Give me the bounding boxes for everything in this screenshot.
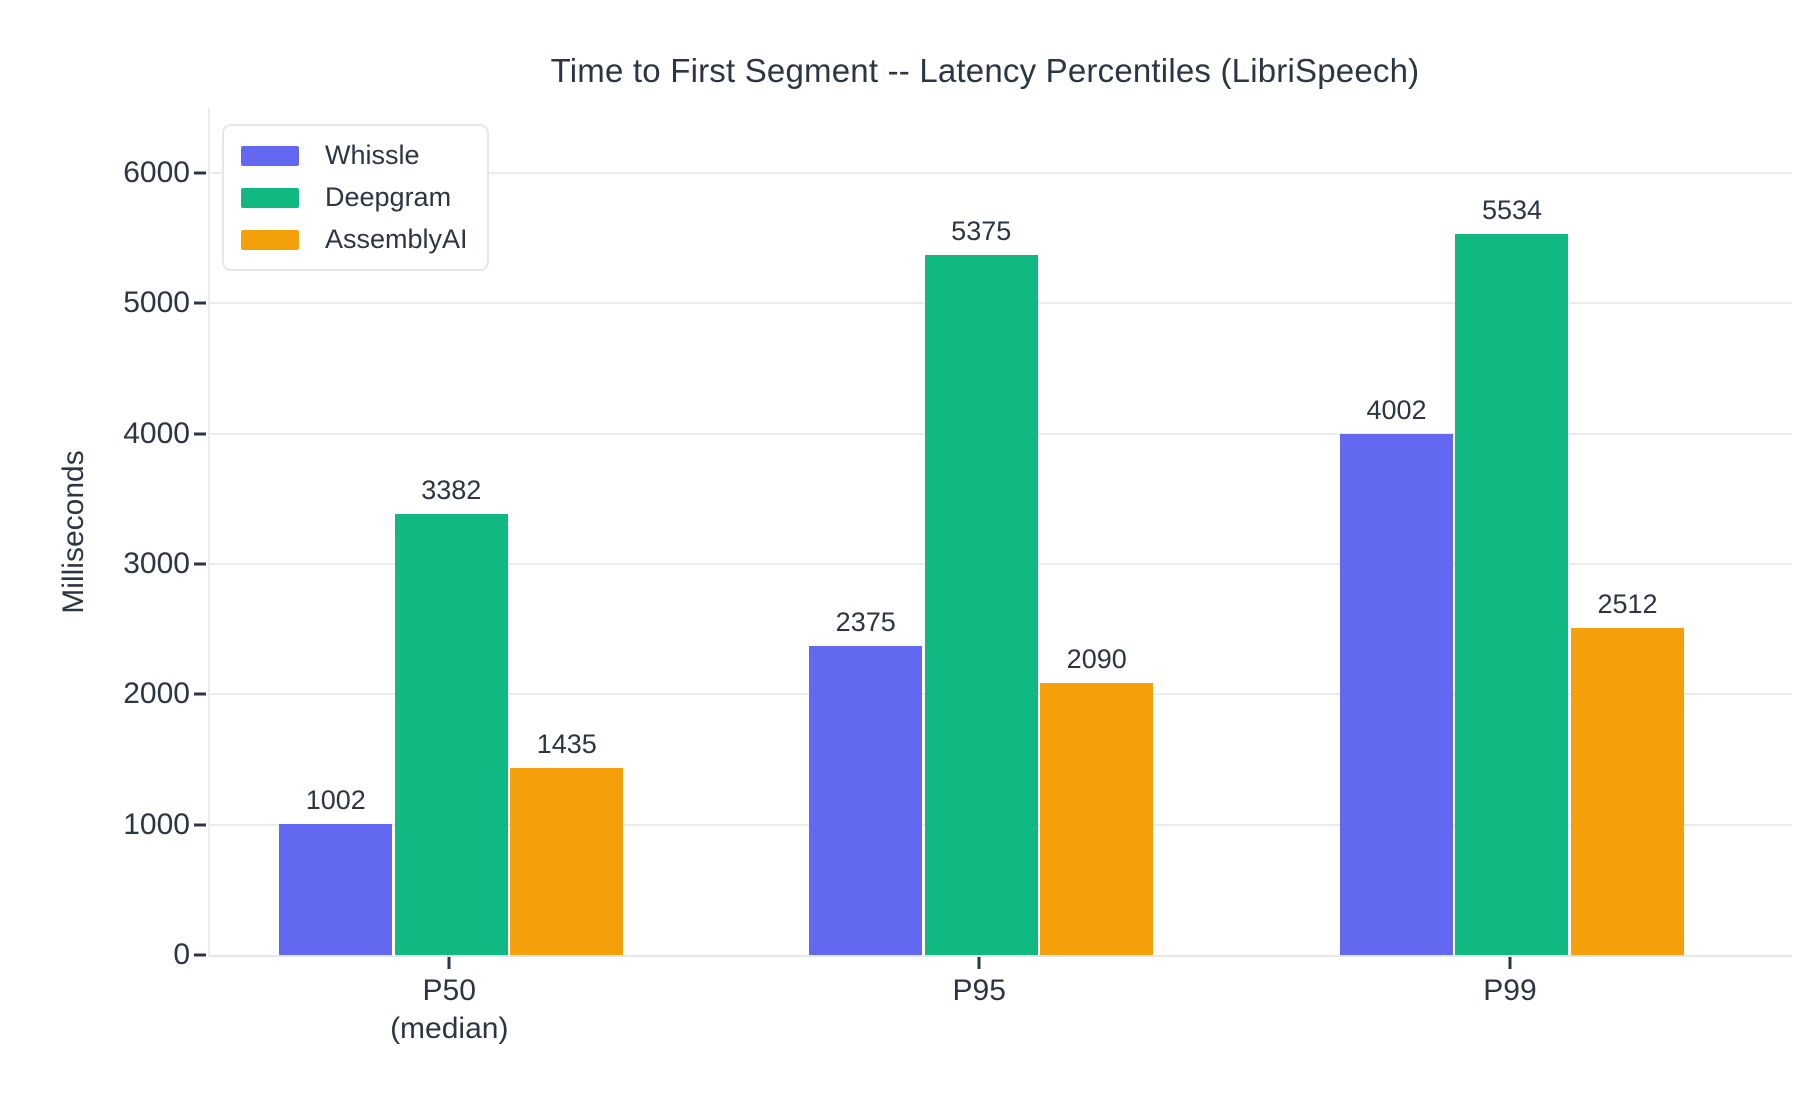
bar-value-label-deepgram-p99: 5534 [1481, 194, 1543, 225]
bar-whissle-p50 [279, 824, 393, 955]
bar-value-label-deepgram-p50: 3382 [421, 475, 482, 506]
x-tick-label-line-1: (median) [390, 1012, 509, 1045]
bar-value-label-deepgram-p95: 5375 [951, 215, 1012, 246]
y-tick-label-4000: 4000 [123, 416, 190, 450]
legend-swatch-whissle [241, 145, 299, 166]
bar-assemblyai-p50 [510, 768, 624, 955]
x-tick-label-p95: P95 [819, 972, 1139, 1010]
y-tick-label-6000: 6000 [123, 156, 190, 190]
x-tick-mark-p95 [977, 957, 981, 969]
y-tick-mark-1000 [194, 823, 206, 827]
x-tick-label-line-0: P95 [952, 974, 1006, 1007]
y-tick-label-1000: 1000 [123, 807, 190, 841]
chart-title: Time to First Segment -- Latency Percent… [550, 52, 1420, 89]
bar-whissle-p99 [1339, 433, 1453, 955]
x-tick-label-p50: P50 (median) [289, 972, 609, 1048]
bar-value-label-whissle-p50: 1002 [305, 785, 366, 816]
y-axis-title: Milliseconds [57, 450, 90, 614]
legend-label-deepgram: Deepgram [325, 182, 452, 212]
x-tick-mark-p99 [1508, 957, 1512, 969]
y-tick-label-2000: 2000 [123, 677, 190, 711]
legend-swatch-deepgram [241, 187, 299, 208]
y-tick-mark-4000 [194, 432, 206, 436]
y-tick-label-3000: 3000 [123, 547, 190, 581]
legend-item-whissle: Whissle [241, 139, 468, 172]
x-tick-label-p99: P99 [1350, 972, 1670, 1010]
bar-value-label-whissle-p95: 2375 [835, 606, 896, 637]
y-tick-mark-2000 [194, 692, 206, 696]
bar-value-label-assemblyai-p95: 2090 [1066, 643, 1127, 674]
y-tick-label-0: 0 [173, 938, 190, 971]
legend-label-whissle: Whissle [325, 140, 420, 170]
legend: Whissle Deepgram AssemblyAI [222, 124, 489, 271]
y-tick-mark-6000 [194, 171, 206, 175]
plot-area: 1002 3382 1435 2375 5375 2090 4002 5534 2512 [208, 108, 1792, 957]
x-tick-label-line-0: P99 [1483, 974, 1537, 1007]
bar-assemblyai-p95 [1040, 682, 1154, 955]
bar-whissle-p95 [809, 645, 923, 955]
y-tick-mark-3000 [194, 562, 206, 566]
bar-assemblyai-p99 [1570, 627, 1684, 955]
x-tick-label-line-0: P50 [422, 974, 476, 1007]
legend-swatch-assemblyai [241, 229, 299, 250]
legend-item-assemblyai: AssemblyAI [241, 223, 468, 256]
bar-deepgram-p95 [924, 254, 1038, 955]
legend-label-assemblyai: AssemblyAI [325, 224, 468, 254]
bar-value-label-assemblyai-p99: 2512 [1597, 588, 1658, 619]
y-tick-mark-0 [194, 953, 206, 957]
y-tick-mark-5000 [194, 301, 206, 305]
y-tick-label-5000: 5000 [123, 286, 190, 320]
x-tick-mark-p50 [447, 957, 451, 969]
bar-value-label-whissle-p99: 4002 [1366, 394, 1427, 425]
gridline-6000 [210, 172, 1792, 175]
bar-value-label-assemblyai-p50: 1435 [536, 729, 597, 760]
bar-deepgram-p50 [394, 514, 508, 955]
legend-item-deepgram: Deepgram [241, 181, 468, 214]
bar-deepgram-p99 [1455, 233, 1569, 955]
